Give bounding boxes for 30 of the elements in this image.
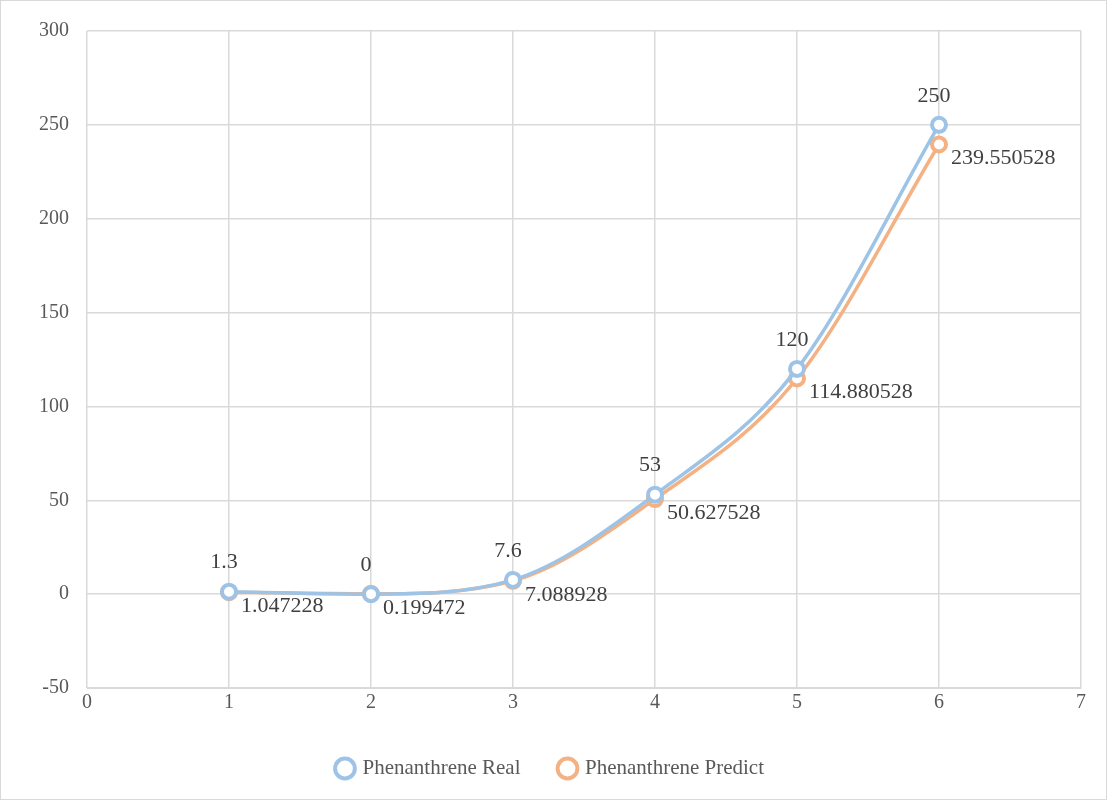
data-label: 53 xyxy=(639,451,661,477)
y-tick-label: 0 xyxy=(59,581,69,604)
data-label: 50.627528 xyxy=(667,498,761,524)
y-tick-label: 300 xyxy=(39,18,69,41)
data-label: 7.6 xyxy=(494,536,522,562)
x-tick-label: 3 xyxy=(508,690,518,713)
y-tick-label: 50 xyxy=(49,487,69,510)
data-label: 0.199472 xyxy=(383,593,466,619)
y-tick-label: 150 xyxy=(39,299,69,322)
x-tick-label: 1 xyxy=(224,690,234,713)
y-tick-label: -50 xyxy=(42,675,69,698)
data-label: 7.088928 xyxy=(525,580,608,606)
data-label: 1.047228 xyxy=(241,591,324,617)
x-tick-label: 4 xyxy=(650,690,660,713)
data-label: 250 xyxy=(917,81,951,107)
y-tick-label: 200 xyxy=(39,205,69,228)
legend-label: Phenanthrene Real xyxy=(362,755,521,780)
data-label: 1.3 xyxy=(210,548,238,574)
x-tick-label: 7 xyxy=(1076,690,1086,713)
y-tick-label: 100 xyxy=(39,393,69,416)
data-label: 120 xyxy=(775,325,809,351)
data-label: 114.880528 xyxy=(809,378,913,404)
x-tick-label: 0 xyxy=(82,690,92,713)
legend-label: Phenanthrene Predict xyxy=(585,755,765,780)
x-tick-label: 6 xyxy=(934,690,944,713)
x-tick-label: 2 xyxy=(366,690,376,713)
data-label: 239.550528 xyxy=(951,144,1056,170)
data-label: 0 xyxy=(360,550,372,576)
x-tick-label: 5 xyxy=(792,690,802,713)
y-tick-label: 250 xyxy=(39,112,69,135)
